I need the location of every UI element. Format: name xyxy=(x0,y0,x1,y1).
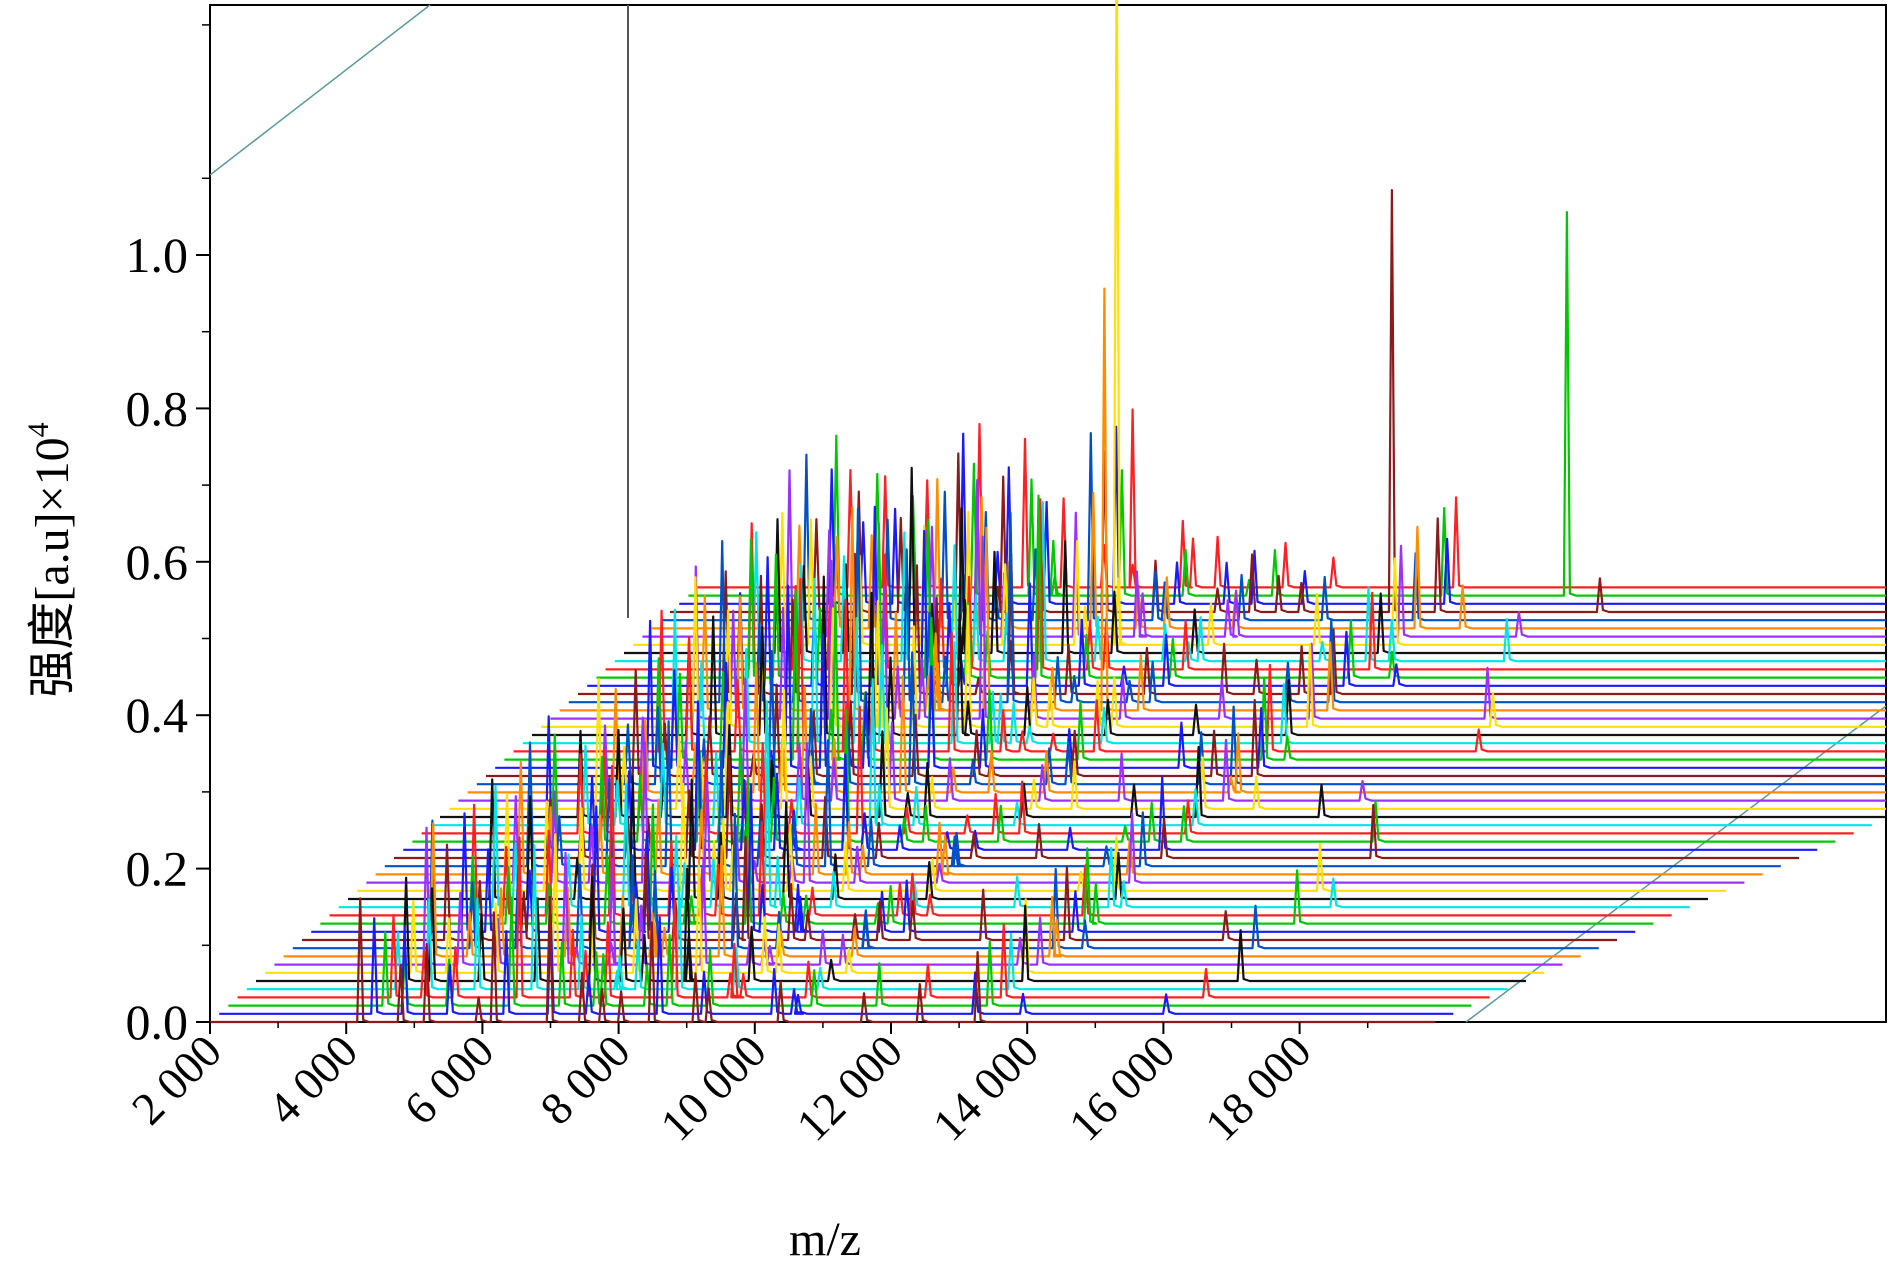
x-tick-label-8000: 8 000 xyxy=(530,1025,639,1134)
series-line-27 xyxy=(449,677,1886,810)
series-line-12 xyxy=(311,784,1636,933)
series-line-28 xyxy=(458,677,1886,802)
y-tick-label-4: 0.8 xyxy=(126,380,189,436)
y-axis-label-superscript: 4 xyxy=(22,422,55,437)
x-tick-label-4000: 4 000 xyxy=(258,1025,367,1134)
series-line-3 xyxy=(228,896,1472,1007)
series-line-6 xyxy=(256,867,1526,983)
series-line-54 xyxy=(697,408,1886,589)
x-axis-label: m/z xyxy=(789,1213,861,1266)
series-line-11 xyxy=(302,836,1617,942)
y-axis-label: 强度[a.u]×104 xyxy=(22,422,79,697)
x-tick-label-10000: 10 000 xyxy=(650,1025,776,1151)
x-tick-label-14000: 14 000 xyxy=(923,1025,1049,1151)
series-line-14 xyxy=(329,765,1672,917)
series-layer xyxy=(210,0,1886,1024)
series-line-20 xyxy=(384,720,1781,868)
x-tick-label-16000: 16 000 xyxy=(1059,1025,1185,1151)
y-tick-label-5: 1.0 xyxy=(126,227,189,283)
series-line-1 xyxy=(210,895,1435,1024)
series-line-47 xyxy=(633,0,1886,646)
series-line-18 xyxy=(366,741,1745,884)
y-tick-label-2: 0.4 xyxy=(126,687,189,743)
series-line-25 xyxy=(430,678,1872,827)
series-line-53 xyxy=(688,211,1886,597)
series-line-4 xyxy=(237,836,1490,999)
y-tick-label-3: 0.6 xyxy=(126,534,189,590)
y-axis-label-text: 强度[a.u]×10 xyxy=(26,437,79,697)
series-line-52 xyxy=(679,425,1886,605)
y-tick-label-1: 0.2 xyxy=(126,841,189,897)
depth-guide-top xyxy=(209,4,431,176)
depth-guide-bottom-right xyxy=(1465,705,1887,1023)
x-tick-label-6000: 6 000 xyxy=(394,1025,503,1134)
series-line-8 xyxy=(274,826,1563,966)
y-tick-label-0: 0.0 xyxy=(126,994,189,1050)
series-line-10 xyxy=(292,812,1599,950)
series-line-29 xyxy=(467,661,1886,794)
x-tick-label-12000: 12 000 xyxy=(787,1025,913,1151)
x-tick-label-18000: 18 000 xyxy=(1195,1025,1321,1151)
